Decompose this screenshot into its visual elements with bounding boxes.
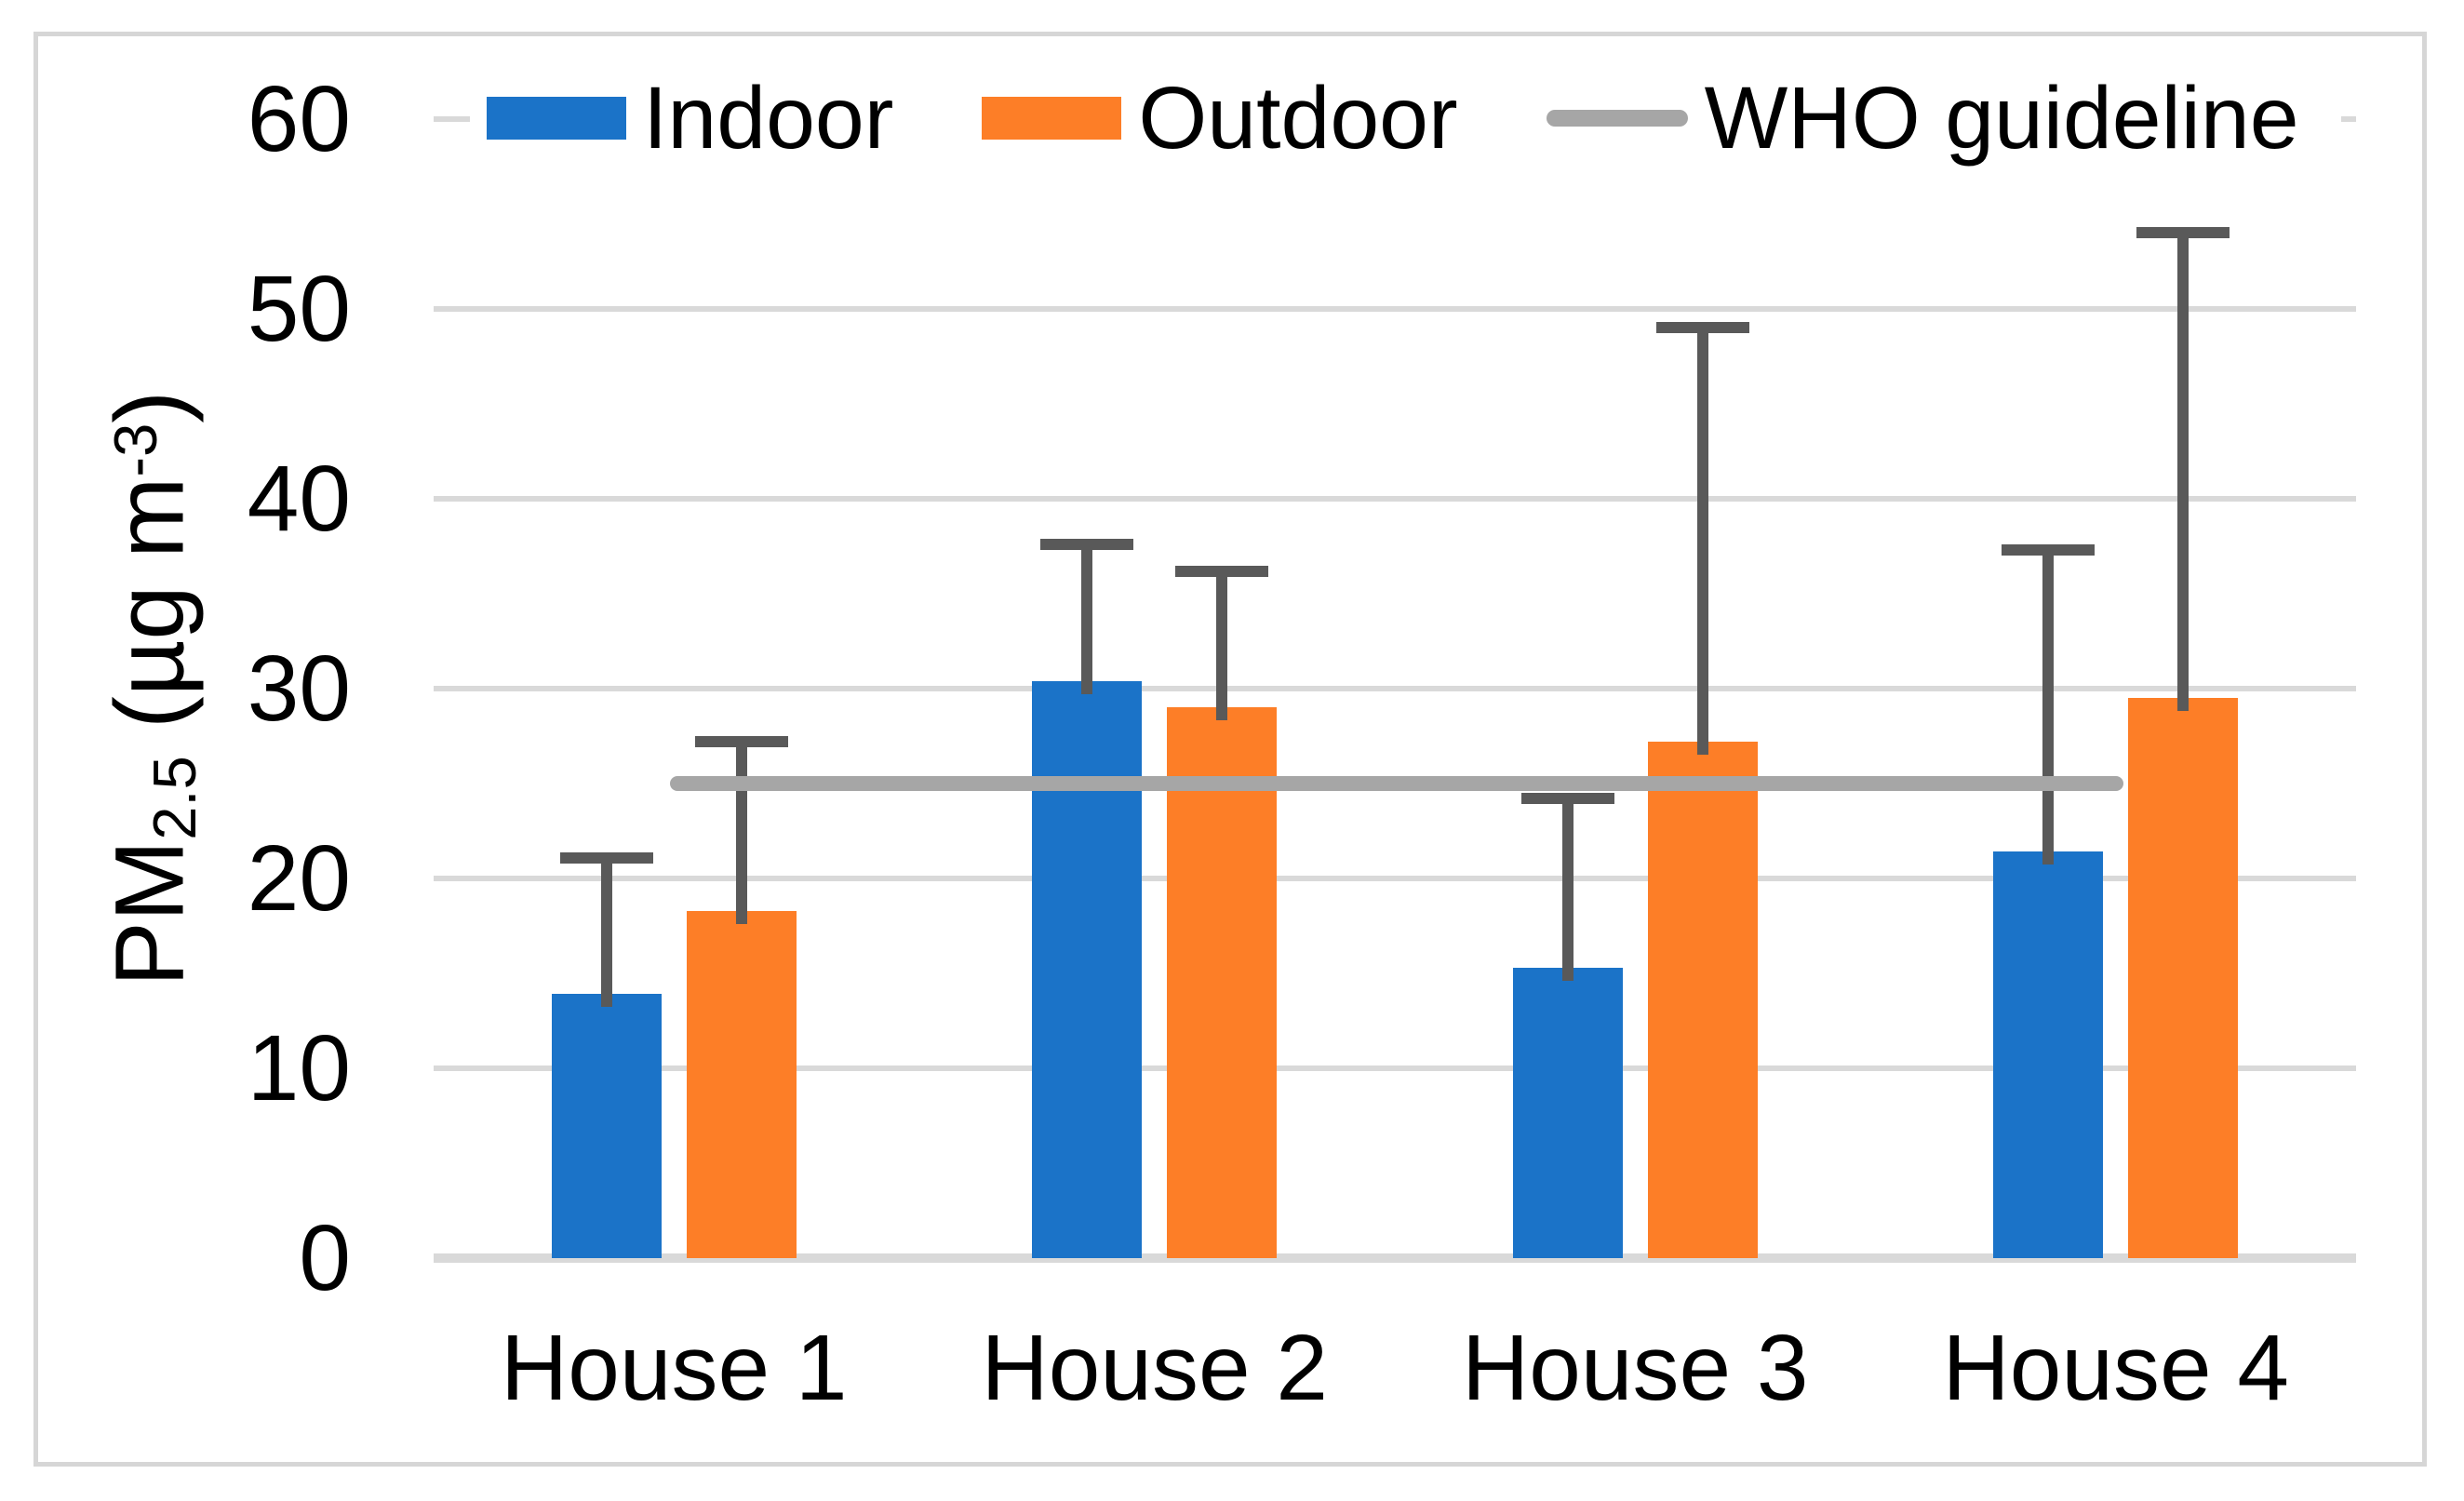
error-cap-indoor-house-4 xyxy=(2002,544,2096,556)
error-cap-indoor-house-2 xyxy=(1040,538,1134,550)
bar-indoor-house-4 xyxy=(1993,851,2104,1258)
error-bar-indoor-house-3 xyxy=(1561,798,1573,981)
bar-indoor-house-2 xyxy=(1032,680,1143,1258)
error-bar-outdoor-house-2 xyxy=(1216,570,1228,721)
legend-label-outdoor: Outdoor xyxy=(1138,68,1458,168)
error-bar-outdoor-house-4 xyxy=(2177,233,2189,712)
bar-outdoor-house-4 xyxy=(2128,698,2239,1258)
error-bar-outdoor-house-1 xyxy=(735,742,747,924)
y-tick-label-20: 20 xyxy=(247,826,351,931)
x-label-house-2: House 2 xyxy=(981,1316,1328,1420)
error-bar-outdoor-house-3 xyxy=(1696,328,1708,756)
x-label-house-3: House 3 xyxy=(1462,1316,1809,1420)
indoor-swatch-icon xyxy=(487,97,626,140)
y-tick-label-40: 40 xyxy=(247,447,351,551)
error-bar-indoor-house-2 xyxy=(1081,543,1093,694)
error-cap-indoor-house-1 xyxy=(559,851,653,864)
bar-indoor-house-3 xyxy=(1512,967,1623,1258)
x-label-house-4: House 4 xyxy=(1942,1316,2289,1420)
x-axis-line xyxy=(434,1253,2356,1263)
y-tick-label-30: 30 xyxy=(247,637,351,741)
plot-area xyxy=(434,116,2356,1263)
y-tick-label-50: 50 xyxy=(247,257,351,361)
gridline-20 xyxy=(434,876,2356,881)
bar-outdoor-house-3 xyxy=(1647,742,1758,1258)
legend-item-outdoor: Outdoor xyxy=(982,68,1458,169)
error-cap-outdoor-house-2 xyxy=(1175,565,1269,577)
bar-outdoor-house-1 xyxy=(686,910,797,1258)
error-cap-indoor-house-3 xyxy=(1520,793,1614,805)
legend-item-who-guideline: WHO guideline xyxy=(1546,68,2299,169)
y-tick-label-0: 0 xyxy=(299,1206,351,1310)
y-tick-label-60: 60 xyxy=(247,67,351,171)
legend-label-indoor: Indoor xyxy=(643,68,894,168)
legend-label-who-guideline: WHO guideline xyxy=(1704,68,2299,168)
legend-item-indoor: Indoor xyxy=(487,68,893,169)
outdoor-swatch-icon xyxy=(982,97,1122,140)
bar-indoor-house-1 xyxy=(551,994,662,1258)
gridline-40 xyxy=(434,496,2356,502)
error-bar-indoor-house-4 xyxy=(2042,550,2055,865)
gridline-30 xyxy=(434,686,2356,691)
gridline-10 xyxy=(434,1065,2356,1071)
y-tick-label-10: 10 xyxy=(247,1016,351,1120)
x-label-house-1: House 1 xyxy=(501,1316,848,1420)
error-cap-outdoor-house-4 xyxy=(2136,227,2230,239)
who-guideline-line xyxy=(670,776,2123,791)
legend: Indoor Outdoor WHO guideline xyxy=(470,58,2341,179)
bar-outdoor-house-2 xyxy=(1167,707,1278,1258)
error-cap-outdoor-house-3 xyxy=(1655,322,1749,334)
error-bar-indoor-house-1 xyxy=(600,857,612,1008)
error-cap-outdoor-house-1 xyxy=(694,736,788,748)
who-guideline-line-icon xyxy=(1546,110,1688,127)
gridline-50 xyxy=(434,306,2356,312)
